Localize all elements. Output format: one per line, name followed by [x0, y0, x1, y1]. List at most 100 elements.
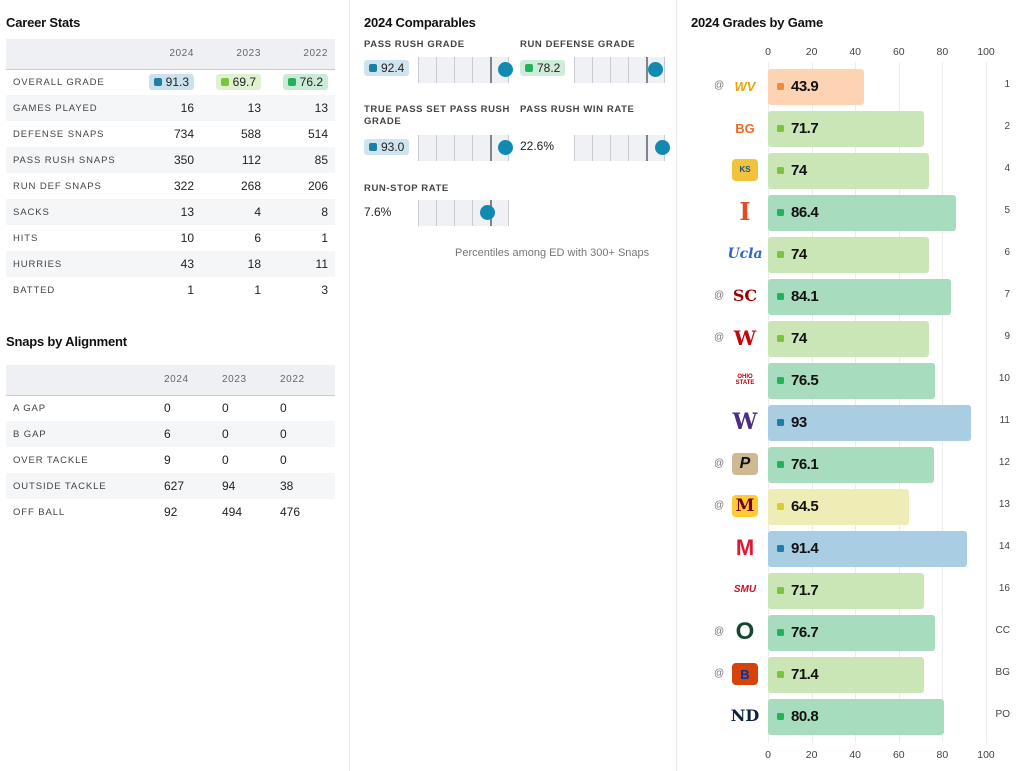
purdue-logo-icon: P: [732, 453, 758, 475]
logo-text: SC: [732, 286, 758, 305]
bowling-green-logo-icon: BG: [730, 113, 760, 143]
grade-tier-swatch: [777, 587, 784, 594]
grade-value: 84.1: [791, 288, 819, 305]
grade-value: 91.4: [791, 540, 819, 557]
grade-bar[interactable]: [768, 111, 925, 147]
grade-cell: 76.2: [268, 69, 335, 95]
percentile-marker[interactable]: [480, 205, 496, 220]
stat-value: 268: [240, 179, 261, 193]
percentile-tick: [664, 57, 665, 83]
game-row[interactable]: W 93 11: [678, 402, 1024, 442]
logo-text: ND: [730, 706, 760, 725]
col-header-2024[interactable]: 2024: [164, 365, 222, 396]
percentile-track: [574, 135, 671, 161]
smu-logo-icon: SMU: [730, 575, 760, 605]
comparable-value[interactable]: 93.0: [364, 139, 410, 155]
percentile-tick: [472, 57, 473, 83]
week-label: 14: [998, 541, 1010, 552]
away-marker: @: [714, 80, 725, 91]
stat-value: 43: [134, 251, 201, 277]
grade-bar[interactable]: [768, 615, 936, 651]
grade-value: 74: [791, 330, 807, 347]
kent-state-logo-icon: KS: [732, 159, 758, 181]
week-label: 12: [998, 457, 1010, 468]
stat-value: 112: [201, 147, 268, 173]
grade-tier-swatch: [525, 64, 533, 72]
grade-tier-swatch: [220, 78, 229, 87]
game-row[interactable]: @ WV 43.9 1: [678, 66, 1024, 106]
game-row[interactable]: SMU 71.7 16: [678, 570, 1024, 610]
grade-bar[interactable]: [768, 531, 968, 567]
grade-bar[interactable]: [768, 363, 935, 399]
grade-bar[interactable]: [768, 153, 930, 189]
game-row[interactable]: @ SC 84.1 7: [678, 276, 1024, 316]
grade-bar[interactable]: [768, 405, 971, 441]
grade-value: 74: [791, 162, 807, 179]
grade-bar[interactable]: [768, 699, 945, 735]
stat-value: 4: [201, 199, 268, 225]
axis-tick-label: 40: [849, 46, 862, 58]
percentile-marker[interactable]: [498, 62, 514, 77]
percentile-tick: [646, 57, 648, 83]
game-row[interactable]: BG 71.7 2: [678, 108, 1024, 148]
comparable-value[interactable]: 78.2: [520, 60, 566, 76]
row-label: HURRIES: [6, 251, 134, 277]
grade-label: 91.4: [777, 540, 819, 557]
notre-dame-logo-icon: ND: [730, 701, 760, 731]
stat-value: 92: [164, 505, 178, 519]
percentile-marker[interactable]: [498, 140, 514, 155]
week-label: 2: [1004, 121, 1010, 132]
col-header-2022[interactable]: 2022: [280, 365, 335, 396]
stat-value: 13: [201, 95, 268, 121]
grade-bar[interactable]: [768, 657, 924, 693]
grade-pill[interactable]: 91.3: [148, 74, 194, 91]
game-row[interactable]: KS 74 4: [678, 150, 1024, 190]
percentile-track: [418, 57, 514, 83]
game-row[interactable]: @ B 71.4 BG: [678, 654, 1024, 694]
grade-pill[interactable]: 69.7: [215, 74, 261, 91]
grade-tier-swatch: [777, 335, 784, 342]
table-row: OVER TACKLE 9 0 0: [6, 447, 335, 473]
minnesota-logo-icon: M: [732, 495, 758, 517]
table-row: OFF BALL 92 494 476: [6, 499, 335, 525]
game-row[interactable]: Ucla 74 6: [678, 234, 1024, 274]
grade-tier-swatch: [777, 545, 784, 552]
grade-bar[interactable]: [768, 573, 925, 609]
percentile-marker[interactable]: [655, 140, 671, 155]
game-row[interactable]: OHIO STATE 76.5 10: [678, 360, 1024, 400]
grade-bar[interactable]: [768, 321, 930, 357]
grade-bar[interactable]: [768, 489, 909, 525]
comparable-value[interactable]: 22.6%: [520, 139, 554, 153]
stat-value: 10: [180, 231, 194, 245]
away-marker: @: [714, 626, 725, 637]
game-row[interactable]: @ M 64.5 13: [678, 486, 1024, 526]
comparable-value[interactable]: 92.4: [364, 60, 410, 76]
grade-value: 86.4: [791, 204, 819, 221]
grade-bar[interactable]: [768, 237, 930, 273]
grade-bar[interactable]: [768, 195, 957, 231]
comparable-value[interactable]: 7.6%: [364, 205, 391, 219]
percentile-tick: [646, 135, 648, 161]
percentile-marker[interactable]: [648, 62, 663, 77]
grade-bar[interactable]: [768, 447, 934, 483]
game-row[interactable]: ND 80.8 PO: [678, 696, 1024, 736]
col-header-2024[interactable]: 2024: [134, 39, 201, 70]
maryland-logo-icon: M: [730, 533, 760, 563]
oregon-logo-icon: O: [730, 617, 760, 647]
grade-label: 74: [777, 330, 807, 347]
grade-pill[interactable]: 76.2: [282, 74, 328, 91]
grade-bar[interactable]: [768, 279, 952, 315]
game-row[interactable]: M 91.4 14: [678, 528, 1024, 568]
game-row[interactable]: @ W 74 9: [678, 318, 1024, 358]
col-header-2023[interactable]: 2023: [201, 39, 268, 70]
game-row[interactable]: I 86.4 5: [678, 192, 1024, 232]
career-stats-table: 2024 2023 2022 OVERALL GRADE 91.3 69.7 76.2…: [6, 39, 335, 303]
col-header-2022[interactable]: 2022: [268, 39, 335, 70]
grade-label: 43.9: [777, 78, 819, 95]
col-header-2023[interactable]: 2023: [222, 365, 280, 396]
game-row[interactable]: @ P 76.1 12: [678, 444, 1024, 484]
comparable-value-text: 93.0: [381, 140, 405, 154]
game-row[interactable]: @ O 76.7 CC: [678, 612, 1024, 652]
grade-tier-swatch: [777, 419, 784, 426]
away-marker: @: [714, 290, 725, 301]
